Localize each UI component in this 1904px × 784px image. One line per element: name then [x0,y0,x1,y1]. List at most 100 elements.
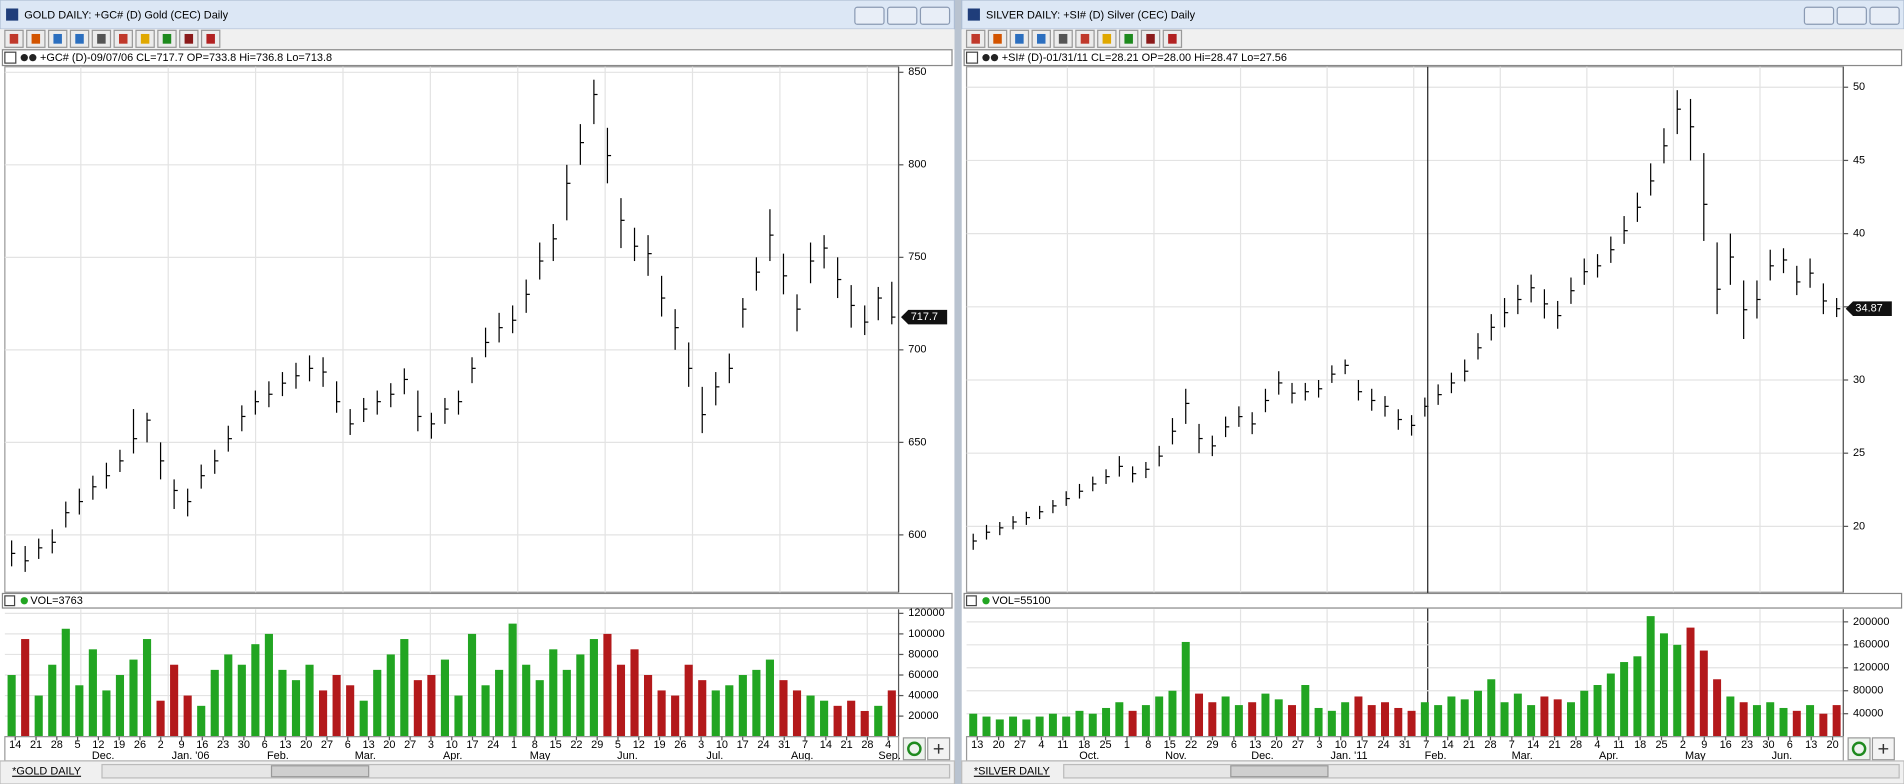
volume-bar [305,664,314,737]
minimize-button[interactable] [854,6,885,25]
header-close[interactable] [965,51,979,64]
header-dot [990,54,999,62]
toolbar [961,29,1904,50]
header-bar [1,49,953,67]
volume-close[interactable] [965,595,977,607]
sheet-tab[interactable]: *SILVER DAILY [974,766,1051,778]
toolbar-icon [1037,33,1046,44]
day-label: 24 [1377,739,1389,751]
close-button[interactable] [1869,6,1900,25]
volume-bar [481,685,490,737]
day-label: 27 [1292,739,1304,751]
day-label: 13 [1249,739,1261,751]
volume-bar [346,685,355,737]
month-label: Jan. '06 [172,750,210,762]
toolbar-icon [971,33,980,44]
month-label: Apr. [1599,750,1618,762]
volume-tick-label: 40000 [1853,708,1883,720]
volume-bar [454,695,463,737]
close-button[interactable] [919,6,951,25]
day-label: 14 [820,739,832,751]
volume-bar [982,716,991,737]
volume-bar [1752,705,1761,737]
toolbar-icon [31,33,41,44]
month-label: May [530,750,551,762]
last-price-label: 717.7 [911,311,938,323]
day-label: 4 [885,739,891,751]
scrollbar-thumb[interactable] [270,765,370,778]
day-label: 30 [1762,739,1774,751]
day-label: 3 [698,739,704,751]
day-label: 31 [778,739,790,751]
volume-bar [725,685,734,737]
month-label: May [1685,750,1706,762]
volume-bar [48,664,57,737]
toolbar-icon [162,33,172,44]
volume-bar [1699,650,1708,737]
volume-tick-label: 20000 [908,710,938,722]
header-close[interactable] [4,51,17,64]
volume-bar [820,700,829,737]
volume-bar [806,695,815,737]
refresh-button[interactable] [902,737,926,761]
volume-tick-label: 40000 [908,689,938,701]
scrollbar-thumb[interactable] [1230,765,1329,778]
volume-bar [1553,699,1562,737]
day-label: 20 [383,739,395,751]
volume-bar [1447,696,1456,737]
y-tick-label: 20 [1853,520,1865,532]
day-label: 28 [861,739,873,751]
volume-bar [1035,716,1044,737]
zoom-icon [1878,743,1889,754]
sheet-tab[interactable]: *GOLD DAILY [12,766,82,778]
day-label: 14 [9,739,21,751]
maximize-button[interactable] [1836,6,1867,25]
maximize-button[interactable] [887,6,918,25]
volume-bar [400,639,409,737]
volume-bar [319,690,328,737]
month-label: Aug. [791,750,813,762]
volume-bar [359,700,368,737]
volume-bar [1075,710,1084,737]
volume-bar [61,628,70,737]
day-label: 3 [1316,739,1322,751]
y-tick-label: 700 [908,344,926,356]
volume-bar [1354,696,1363,737]
day-label: 13 [971,739,983,751]
toolbar-icon [1124,33,1133,44]
volume-bar [833,705,842,737]
volume-bar [616,664,626,737]
y-tick-label: 650 [908,436,926,448]
volume-bar [237,664,246,737]
volume-bar [142,639,152,737]
toolbar-icon [97,33,106,44]
header-dot [982,54,990,62]
toolbar-icon [993,33,1002,44]
volume-close[interactable] [4,595,16,607]
day-label: 28 [1484,739,1496,751]
day-label: 6 [1231,739,1237,751]
day-label: 4 [1594,739,1600,751]
toolbar-icon [1102,33,1112,44]
month-label: Feb. [267,750,289,762]
refresh-button[interactable] [1847,737,1871,761]
volume-bar [684,664,693,737]
volume-bar [752,669,761,737]
app-icon [967,8,980,21]
volume-tick-label: 200000 [1853,616,1889,628]
volume-tick-label: 80000 [908,648,938,660]
minimize-button[interactable] [1803,6,1835,25]
day-label: 17 [1356,739,1368,751]
day-label: 6 [262,739,268,751]
month-label: Jun. [617,750,638,762]
day-label: 21 [1463,739,1475,751]
volume-bar [102,690,111,737]
header-dot [29,54,37,62]
toolbar-icon [206,33,215,44]
volume-bar [7,675,16,737]
volume-dot [982,597,990,605]
month-label: Oct. [1079,750,1099,762]
month-label: Mar. [1512,750,1533,762]
volume-bar [1181,641,1190,737]
day-label: 10 [446,739,458,751]
